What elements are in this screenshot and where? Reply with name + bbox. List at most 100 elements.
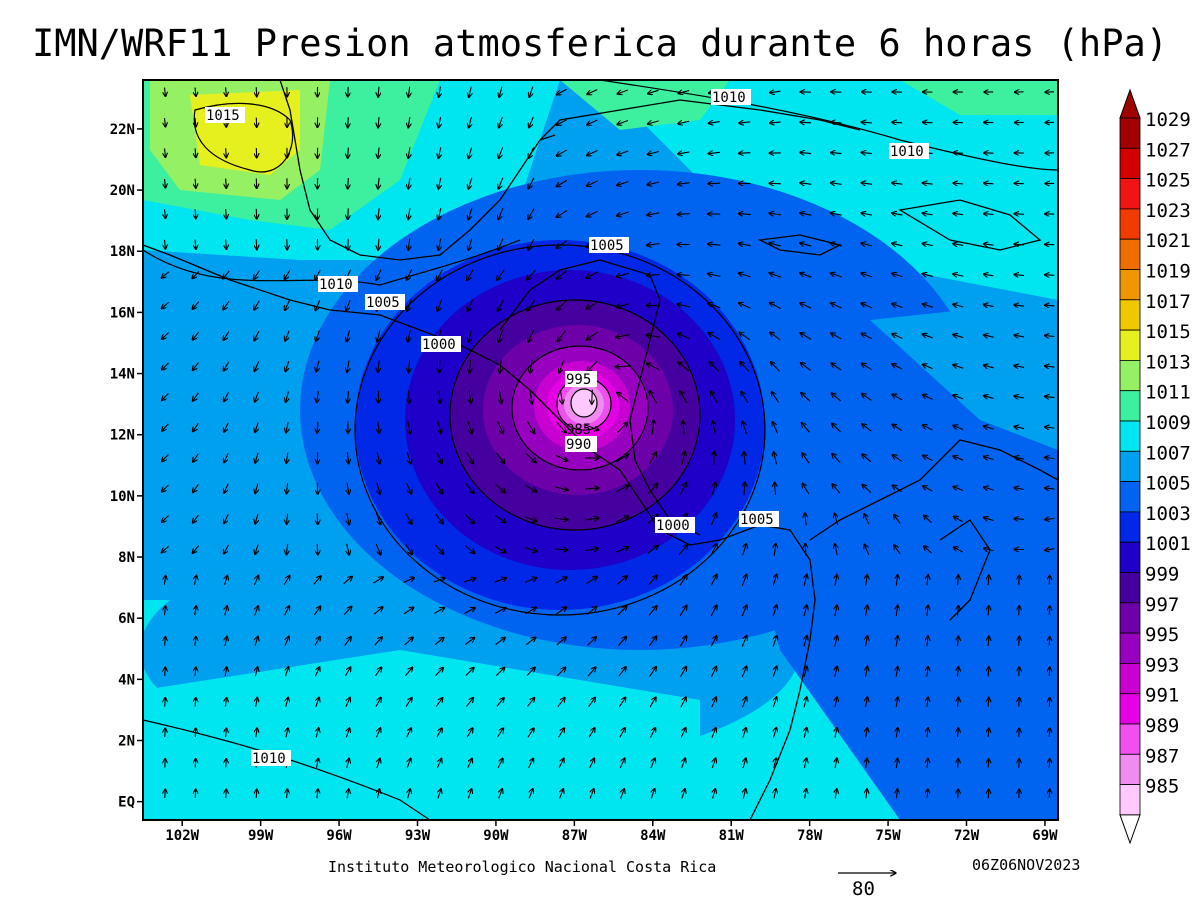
wind-vector [224, 544, 229, 554]
wind-vector [896, 728, 897, 738]
colorbar-level-label: 985 [1145, 776, 1179, 798]
wind-vector [1045, 549, 1055, 551]
wind-vector [741, 605, 747, 617]
wind-vector [927, 758, 928, 768]
wind-vector [469, 390, 471, 403]
wind-vector [161, 545, 169, 552]
lon-tick-label: 72W [954, 828, 980, 844]
wind-vector [437, 299, 443, 312]
wind-vector [678, 91, 690, 94]
wind-vector [831, 363, 842, 371]
wind-vector [988, 697, 989, 707]
wind-vector [255, 483, 258, 493]
wind-vector [347, 758, 349, 768]
wind-vector [866, 727, 868, 738]
wind-vector [892, 455, 903, 462]
wind-vector [496, 698, 504, 707]
wind-vector [498, 177, 504, 189]
wind-vector [285, 330, 290, 341]
wind-vector [225, 667, 227, 677]
wind-vector [467, 421, 472, 434]
wind-vector [680, 727, 686, 738]
wind-vector [617, 422, 627, 434]
wind-vector [161, 332, 169, 340]
wind-vector [225, 575, 228, 586]
wind-vector [680, 697, 686, 708]
wind-vector [743, 758, 746, 769]
wind-vector [558, 728, 565, 738]
wind-vector [1019, 636, 1020, 646]
south-america-coast [809, 439, 1058, 541]
wind-vector [769, 213, 782, 215]
wind-vector [896, 574, 897, 586]
wind-vector [344, 667, 350, 677]
wind-vector [195, 148, 196, 157]
wind-vector [556, 179, 568, 186]
wind-vector [649, 391, 658, 404]
wind-vector [678, 152, 690, 154]
wind-vector [469, 86, 471, 98]
wind-vector [587, 667, 596, 677]
wind-vector [254, 361, 260, 372]
wind-vector [254, 270, 260, 280]
wind-vector [922, 122, 933, 123]
wind-vector [344, 637, 351, 646]
wind-vector [556, 149, 568, 156]
colorbar-level-label: 1007 [1145, 442, 1191, 464]
wind-vector [710, 666, 716, 678]
wind-vector [165, 239, 166, 249]
wind-vector [647, 213, 660, 215]
wind-vector [286, 391, 289, 403]
wind-vector [226, 208, 227, 219]
isobar-label-1010-north: 1010 [712, 90, 746, 106]
wind-vector [708, 274, 721, 277]
field-985 [571, 389, 597, 417]
wind-vector [407, 758, 411, 768]
wind-vector [375, 543, 381, 555]
wind-vector [373, 577, 384, 584]
wind-vector [226, 87, 227, 96]
wind-vector [193, 514, 199, 523]
wind-vector [497, 269, 505, 281]
wind-vector [682, 451, 685, 465]
wind-vector [255, 667, 257, 677]
colorbar-swatch [1119, 632, 1141, 664]
wind-vector [835, 574, 837, 586]
wind-vector [466, 728, 473, 738]
isobar-labels: 1015 1010 1010 1010 1005 1005 1005 1000 … [205, 89, 929, 767]
wind-vector [804, 574, 807, 586]
wind-vector [617, 89, 629, 94]
wind-vector [1019, 606, 1020, 616]
wind-vector [896, 605, 898, 616]
wind-vector [835, 636, 838, 647]
wind-vector [738, 273, 751, 278]
wind-vector [435, 667, 444, 677]
wind-vector [468, 789, 471, 799]
wind-vector [378, 238, 379, 251]
wind-vector [284, 270, 291, 279]
wind-vector [616, 516, 628, 523]
wind-vector [348, 390, 349, 403]
lat-tick-label: 8N [118, 550, 135, 566]
isobar-label-1015: 1015 [206, 108, 240, 124]
wind-vector [223, 331, 230, 341]
wind-vector [408, 116, 410, 128]
wind-vector [712, 421, 715, 435]
colorbar-swatch [1119, 753, 1141, 785]
wind-vector [710, 605, 717, 617]
wind-vector [1049, 667, 1050, 677]
coastlines [143, 80, 1058, 820]
lon-tick-label: 102W [165, 828, 199, 844]
field-northeast-1011 [900, 80, 1058, 115]
colorbar-level-label: 1029 [1145, 109, 1191, 131]
wind-vector [165, 178, 166, 188]
wind-vector [588, 728, 595, 738]
wind-vector [953, 213, 964, 214]
wind-vector [1014, 457, 1025, 459]
colorbar-swatch [1119, 784, 1141, 816]
wind-vector [465, 483, 474, 493]
wind-vector [647, 182, 660, 185]
wind-vector [255, 391, 259, 402]
wind-vector [468, 177, 473, 189]
colorbar-swatch [1119, 147, 1141, 180]
